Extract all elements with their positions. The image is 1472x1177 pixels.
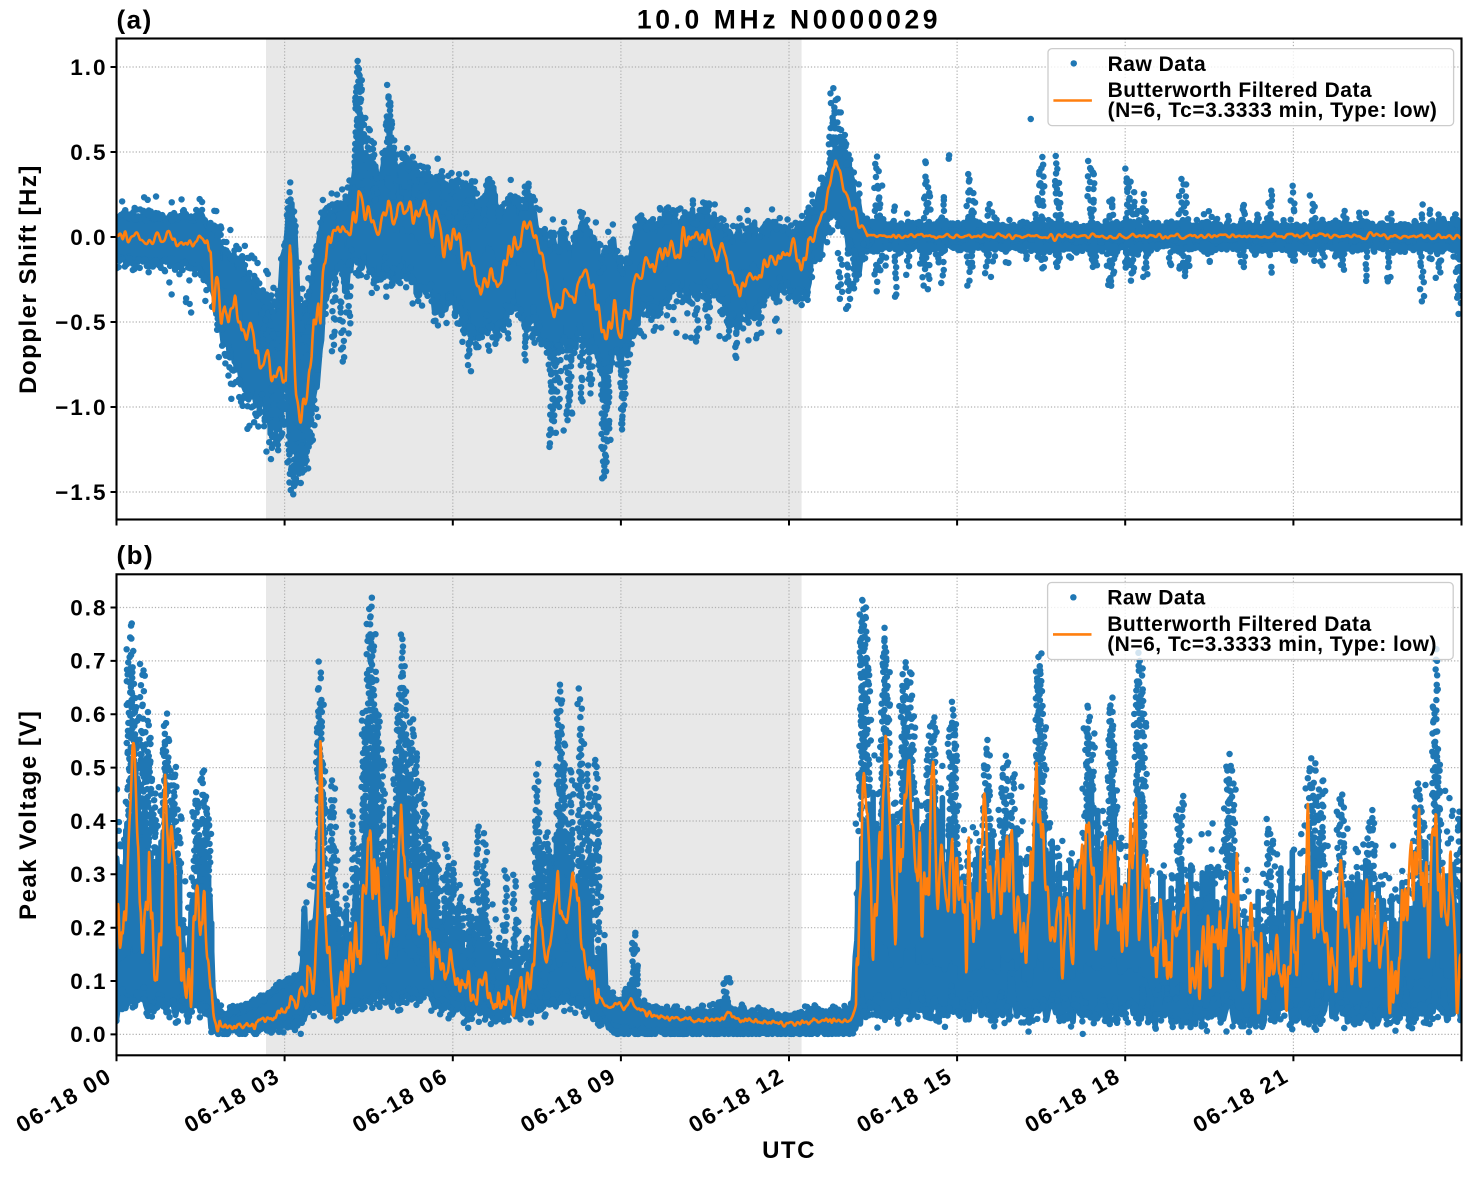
svg-text:−1.5: −1.5	[55, 480, 107, 505]
svg-text:−1.0: −1.0	[55, 395, 107, 420]
svg-text:0.1: 0.1	[70, 969, 107, 994]
svg-text:0.5: 0.5	[70, 755, 107, 780]
svg-text:0.3: 0.3	[70, 862, 107, 887]
svg-text:Butterworth Filtered Data: Butterworth Filtered Data	[1107, 613, 1372, 636]
svg-text:0.2: 0.2	[70, 915, 107, 940]
svg-text:(a): (a)	[117, 5, 153, 35]
svg-text:Peak Voltage [V]: Peak Voltage [V]	[15, 710, 42, 920]
svg-text:UTC: UTC	[762, 1137, 816, 1164]
svg-text:0.0: 0.0	[70, 225, 107, 250]
svg-text:0.6: 0.6	[70, 702, 107, 727]
svg-text:0.0: 0.0	[70, 1022, 107, 1047]
svg-text:0.7: 0.7	[70, 649, 107, 674]
svg-text:(N=6, Tc=3.3333 min, Type: low: (N=6, Tc=3.3333 min, Type: low)	[1108, 99, 1438, 122]
svg-text:(N=6, Tc=3.3333 min, Type: low: (N=6, Tc=3.3333 min, Type: low)	[1107, 633, 1437, 656]
svg-text:−0.5: −0.5	[55, 310, 107, 335]
svg-text:Butterworth Filtered Data: Butterworth Filtered Data	[1108, 79, 1373, 102]
svg-text:0.5: 0.5	[70, 140, 107, 165]
svg-text:0.8: 0.8	[70, 595, 107, 620]
svg-text:10.0 MHz N0000029: 10.0 MHz N0000029	[637, 5, 941, 35]
svg-text:Raw Data: Raw Data	[1108, 53, 1207, 76]
svg-text:Doppler Shift [Hz]: Doppler Shift [Hz]	[15, 164, 42, 394]
svg-text:1.0: 1.0	[70, 55, 107, 80]
svg-text:0.4: 0.4	[70, 809, 107, 834]
svg-text:Raw Data: Raw Data	[1107, 587, 1206, 610]
svg-text:(b): (b)	[117, 540, 155, 570]
